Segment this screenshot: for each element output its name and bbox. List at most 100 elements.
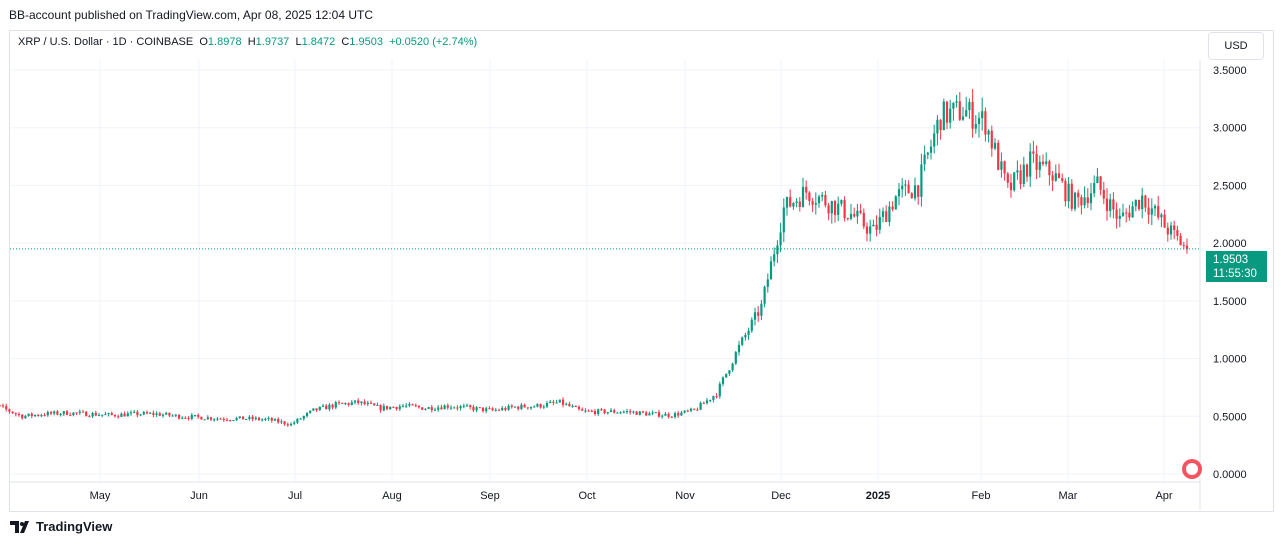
candle-body bbox=[1051, 175, 1054, 181]
candle-body bbox=[725, 373, 728, 378]
candle-body bbox=[603, 409, 606, 414]
candle-body bbox=[1054, 173, 1057, 181]
candle-body bbox=[142, 412, 145, 415]
candle-body bbox=[97, 415, 101, 417]
candle-body bbox=[619, 412, 622, 414]
candle-body bbox=[747, 330, 750, 335]
candle-body bbox=[113, 414, 117, 417]
candle-body bbox=[510, 405, 513, 408]
candle-body bbox=[49, 412, 53, 414]
candle-body bbox=[571, 406, 574, 408]
candle-body bbox=[702, 402, 705, 404]
candle-body bbox=[507, 405, 510, 410]
candle-body bbox=[696, 409, 699, 411]
candle-body bbox=[1073, 192, 1077, 209]
candle-body bbox=[491, 408, 494, 411]
candle-body bbox=[1009, 182, 1013, 191]
candle-body bbox=[59, 413, 62, 415]
candle-body bbox=[104, 414, 107, 416]
candle-body bbox=[321, 405, 325, 407]
candle-body bbox=[414, 405, 417, 407]
candle-body bbox=[27, 413, 30, 416]
candle-body bbox=[917, 185, 920, 197]
candle-body bbox=[309, 410, 312, 413]
candle-body bbox=[1038, 161, 1041, 170]
candle-body bbox=[587, 410, 590, 412]
candle-body bbox=[968, 101, 971, 111]
candle-body bbox=[405, 405, 408, 407]
low-value: 1.8472 bbox=[301, 36, 336, 48]
candle-body bbox=[785, 197, 789, 208]
y-tick-label: 0.0000 bbox=[1213, 469, 1247, 481]
candle-body bbox=[401, 405, 405, 407]
candle-body bbox=[302, 416, 305, 419]
last-price-tag: 1.9503 11:55:30 bbox=[1206, 251, 1267, 282]
candle-body bbox=[987, 130, 990, 135]
candle-body bbox=[193, 415, 197, 417]
candle-body bbox=[360, 401, 363, 403]
candle-body bbox=[558, 399, 561, 403]
candle-body bbox=[609, 410, 613, 413]
candle-body bbox=[641, 411, 645, 413]
candle-body bbox=[904, 184, 907, 186]
candle-body bbox=[801, 186, 805, 207]
candle-body bbox=[721, 377, 725, 384]
candle-body bbox=[763, 286, 766, 304]
candle-body bbox=[305, 412, 309, 417]
candle-body bbox=[1109, 199, 1112, 211]
currency-button[interactable]: USD bbox=[1208, 32, 1264, 60]
candle-body bbox=[299, 418, 302, 420]
candle-body bbox=[731, 363, 734, 371]
candle-body bbox=[629, 411, 632, 413]
candle-body bbox=[897, 189, 901, 197]
candle-body bbox=[661, 415, 664, 417]
candle-body bbox=[456, 407, 459, 409]
candle-body bbox=[389, 406, 392, 410]
candle-body bbox=[478, 407, 481, 409]
candle-body bbox=[1137, 200, 1141, 210]
candle-body bbox=[315, 408, 318, 411]
candle-body bbox=[549, 401, 552, 403]
candle-body bbox=[776, 245, 779, 255]
brand-name: TradingView bbox=[36, 519, 113, 534]
candle-body bbox=[664, 413, 667, 416]
x-tick-label: Sep bbox=[480, 490, 500, 502]
candle-body bbox=[433, 409, 437, 411]
chart-frame[interactable] bbox=[9, 30, 1274, 512]
tradingview-logo[interactable]: TradingView bbox=[10, 519, 112, 534]
candle-body bbox=[481, 407, 485, 412]
candle-body bbox=[1163, 214, 1166, 228]
candle-body bbox=[840, 200, 843, 204]
candle-body bbox=[552, 401, 555, 403]
candle-body bbox=[0, 405, 1, 407]
candle-body bbox=[430, 407, 433, 411]
candle-body bbox=[737, 344, 741, 353]
last-price: 1.9503 bbox=[1213, 254, 1249, 266]
candle-body bbox=[1118, 215, 1121, 219]
candle-body bbox=[856, 210, 859, 217]
x-tick-label: Apr bbox=[1155, 490, 1172, 502]
candle-body bbox=[469, 405, 472, 408]
candle-body bbox=[11, 411, 14, 414]
candle-body bbox=[584, 410, 587, 412]
candle-body bbox=[1166, 227, 1169, 235]
candle-body bbox=[325, 405, 328, 410]
candle-body bbox=[885, 211, 888, 222]
close-value: 1.9503 bbox=[349, 36, 383, 48]
candle-body bbox=[827, 205, 830, 214]
x-tick-label: Dec bbox=[771, 490, 791, 502]
x-tick-label: May bbox=[90, 490, 111, 502]
candle-body bbox=[453, 407, 456, 409]
candle-body bbox=[273, 419, 277, 421]
candle-body bbox=[1070, 183, 1073, 209]
candle-body bbox=[693, 408, 696, 410]
candle-body bbox=[171, 415, 174, 417]
candle-body bbox=[62, 411, 65, 414]
candle-body bbox=[849, 214, 853, 219]
candle-body bbox=[600, 409, 603, 411]
candle-body bbox=[289, 423, 293, 426]
candle-body bbox=[328, 404, 331, 410]
candle-body bbox=[213, 419, 216, 421]
candle-body bbox=[766, 279, 769, 287]
